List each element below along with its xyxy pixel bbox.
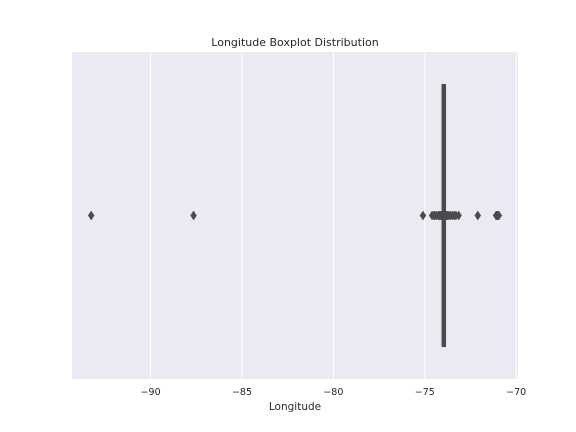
outlier-point: [474, 210, 482, 221]
x-tick-label: −90: [141, 387, 161, 398]
x-tick-label: −85: [232, 387, 252, 398]
x-axis-label: Longitude: [269, 401, 321, 413]
x-tick-labels: −90 −85 −80 −75 −70: [141, 387, 527, 398]
grid-lines: [150, 52, 517, 379]
outlier-point: [190, 210, 197, 221]
outlier-point: [495, 210, 503, 221]
x-tick-label: −80: [323, 387, 343, 398]
outlier-point: [455, 210, 462, 221]
x-tick-label: −75: [415, 387, 435, 398]
x-tick-label: −70: [506, 387, 526, 398]
outlier-points: [87, 210, 503, 221]
outlier-point: [87, 210, 95, 221]
outlier-point: [419, 210, 427, 221]
outlier-point: [437, 210, 445, 221]
chart-title: Longitude Boxplot Distribution: [211, 36, 378, 49]
